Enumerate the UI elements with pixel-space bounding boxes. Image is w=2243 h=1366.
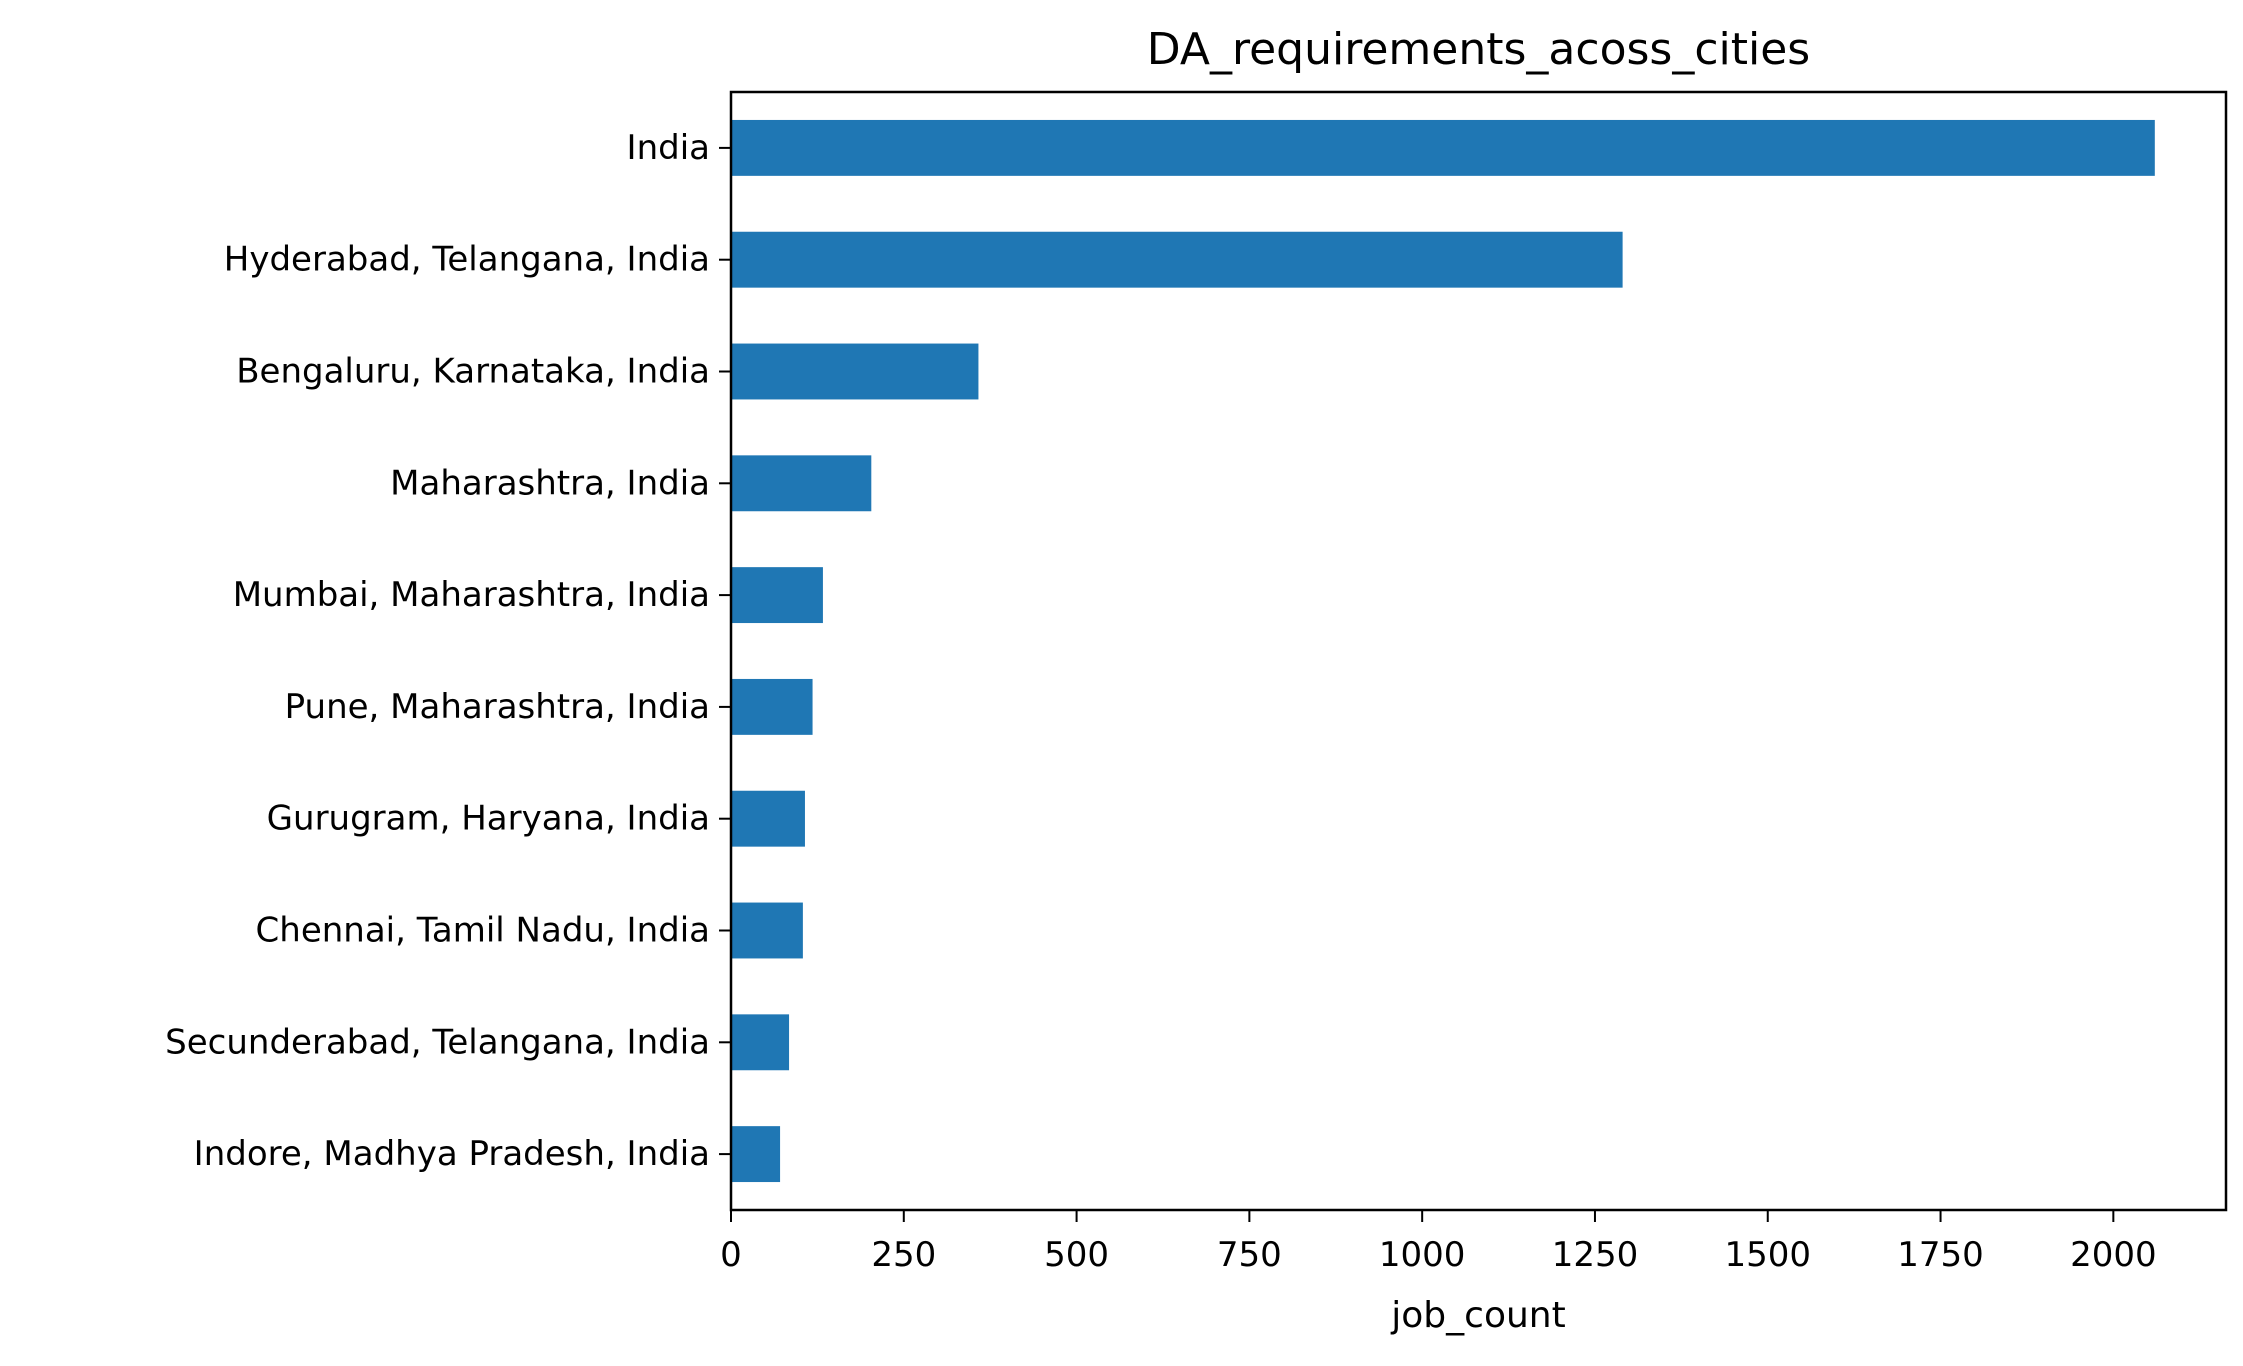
bar — [731, 455, 872, 512]
chart-title: DA_requirements_acoss_cities — [1147, 24, 1810, 75]
bar — [731, 567, 823, 624]
x-tick-label: 0 — [720, 1235, 742, 1275]
x-tick-label: 1750 — [1897, 1235, 1984, 1275]
plot-frame — [729, 90, 2228, 1212]
y-tick-label: Maharashtra, India — [390, 463, 710, 503]
x-axis: 0 250 500 750 1000 1250 1500 1750 2000 — [720, 1210, 2157, 1275]
bar — [731, 1014, 790, 1071]
y-tick-label: Secunderabad, Telangana, India — [165, 1022, 710, 1062]
y-axis: India Hyderabad, Telangana, India Bengalur… — [165, 128, 731, 1174]
x-tick-label: 1000 — [1379, 1235, 1466, 1275]
y-tick-label: India — [627, 128, 710, 168]
y-tick-label: Hyderabad, Telangana, India — [224, 240, 710, 280]
bars-group — [731, 119, 2155, 1183]
bar — [731, 231, 1623, 288]
y-tick-label: Pune, Maharashtra, India — [285, 687, 710, 727]
x-tick-label: 1250 — [1552, 1235, 1639, 1275]
y-tick-label: Chennai, Tamil Nadu, India — [256, 911, 710, 951]
bar — [731, 119, 2155, 176]
x-tick-label: 500 — [1044, 1235, 1109, 1275]
bar — [731, 678, 813, 735]
bar — [731, 902, 803, 959]
bar — [731, 790, 805, 847]
bar — [731, 343, 979, 400]
x-tick-label: 1500 — [1724, 1235, 1811, 1275]
x-tick-label: 2000 — [2070, 1235, 2157, 1275]
y-tick-label: Bengaluru, Karnataka, India — [236, 352, 710, 392]
bar — [731, 1126, 781, 1183]
x-tick-label: 750 — [1217, 1235, 1282, 1275]
y-tick-label: Mumbai, Maharashtra, India — [233, 575, 710, 615]
x-tick-label: 250 — [871, 1235, 936, 1275]
x-axis-title: job_count — [1390, 1295, 1565, 1336]
y-tick-label: Indore, Madhya Pradesh, India — [194, 1134, 710, 1174]
y-tick-label: Gurugram, Haryana, India — [267, 799, 710, 839]
